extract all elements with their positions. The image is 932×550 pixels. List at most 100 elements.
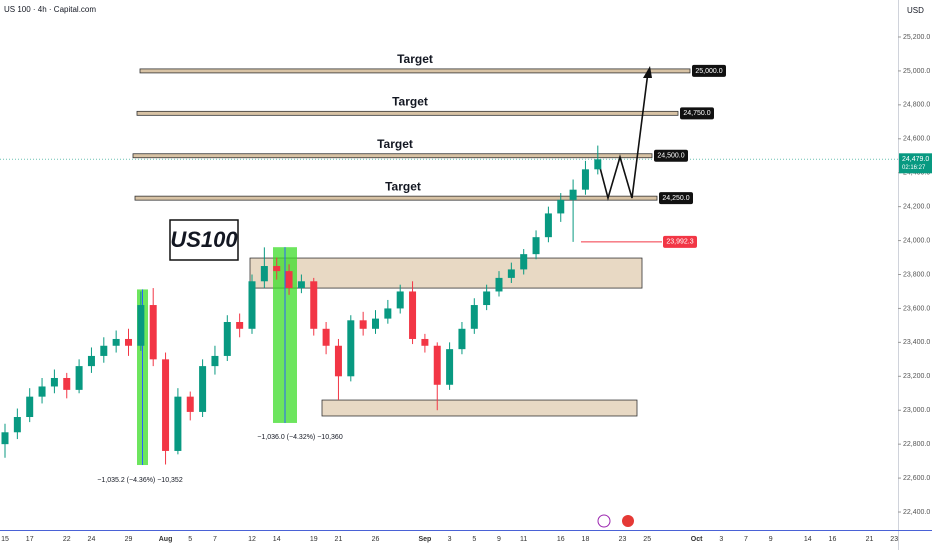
candle-body [334,345,342,377]
low-marker-label: 23,992.3 [666,239,693,246]
target-label: Target [385,179,421,193]
x-tick-label: 23 [890,536,898,543]
candle-body [347,320,355,377]
candle-body [63,377,71,390]
x-tick-label: Aug [159,536,173,543]
x-tick-label: 25 [643,536,651,543]
x-tick-label: 7 [744,536,748,543]
symbol-header: US 100 · 4h · Capital.com [4,5,96,14]
candle-body [569,189,577,200]
candle-body [211,355,219,367]
candle-body [581,169,589,190]
candle-body [50,377,58,387]
y-tick-label: 23,400.0 [903,339,930,346]
x-tick-label: 21 [335,536,343,543]
x-tick-label: 3 [448,536,452,543]
candle-body [174,396,182,451]
y-tick-label: 23,200.0 [903,373,930,380]
candle-body [409,291,417,339]
countdown: 02:16:27 [902,165,926,171]
candle-body [372,318,379,329]
candle-body [495,277,503,292]
y-tick-label: 23,800.0 [903,271,930,278]
target-line [139,68,691,74]
arrow-head [643,66,652,78]
x-tick-label: 5 [472,536,476,543]
x-tick-label: 19 [310,536,318,543]
target-label: Target [392,95,428,109]
candle-body [100,345,108,356]
target-label: Target [397,52,433,66]
event-icon [622,515,634,527]
low-marker-box [663,235,697,248]
candle-body [223,322,231,356]
y-tick-label: 23,600.0 [903,305,930,312]
candle-body [13,417,21,433]
x-tick-label: 26 [372,536,380,543]
x-tick-label: 11 [520,536,527,543]
x-tick-label: 21 [866,536,874,543]
measure-label: −1,036.0 (−4.32%) −10,360 [257,434,343,441]
candle-body [162,359,170,451]
candle-body [26,396,34,418]
candle-body [384,308,392,319]
x-tick-label: 15 [1,536,9,543]
x-tick-label: 12 [248,536,256,543]
y-tick-label: 25,200.0 [903,34,930,41]
candle-body [458,328,466,350]
y-tick-label: 24,000.0 [903,237,930,244]
x-tick-label: 9 [497,536,501,543]
x-tick-label: 22 [63,536,71,543]
projection-arrow [597,71,649,201]
x-tick-label: 14 [273,536,281,543]
y-tick-label: 23,000.0 [903,407,930,414]
annotation-box [169,219,239,261]
candle-body [396,291,404,309]
x-tick-label: 14 [804,536,812,543]
candle-body [149,305,157,360]
candle-body [297,281,305,289]
x-tick-label: 17 [26,536,34,543]
measure-label: −1,035.2 (−4.36%) −10,352 [97,477,183,484]
candle-body [433,345,441,385]
candle-body [125,338,132,346]
candle-body [507,269,515,278]
x-tick-label: 16 [829,536,837,543]
x-tick-label: Sep [418,536,431,543]
x-tick-label: Oct [691,536,703,543]
x-tick-label: 18 [582,536,590,543]
candle-body [38,386,46,397]
target-value-box [680,107,714,120]
candle-body [1,432,9,445]
candle-body [359,320,367,329]
candle-body [75,366,83,390]
y-tick-label: 22,600.0 [903,475,930,482]
candle-body [199,366,207,412]
y-tick-label: 22,400.0 [903,509,930,516]
candle-body [87,355,95,367]
y-tick-label: 24,600.0 [903,136,930,143]
x-tick-label: 5 [188,536,192,543]
y-tick-label: 24,200.0 [903,203,930,210]
x-tick-label: 16 [557,536,565,543]
last-price-box [899,153,932,174]
candle-body [236,322,244,329]
target-line [132,153,653,159]
y-tick-label: 22,800.0 [903,441,930,448]
x-tick-label: 9 [769,536,773,543]
candle-body [421,338,429,346]
x-tick-label: 29 [125,536,133,543]
target-value-box [654,149,688,162]
target-label: Target [377,137,413,151]
target-value-label: 25,000.0 [695,68,722,75]
candle-body [532,237,540,255]
annotation-text: US100 [170,227,238,252]
currency: USD [907,6,924,15]
candle-body [470,305,478,329]
last-price-label: 24,479.0 [902,156,929,163]
candle-body [594,159,602,170]
candle-body [137,305,145,346]
y-tick-label: 25,000.0 [903,68,930,75]
